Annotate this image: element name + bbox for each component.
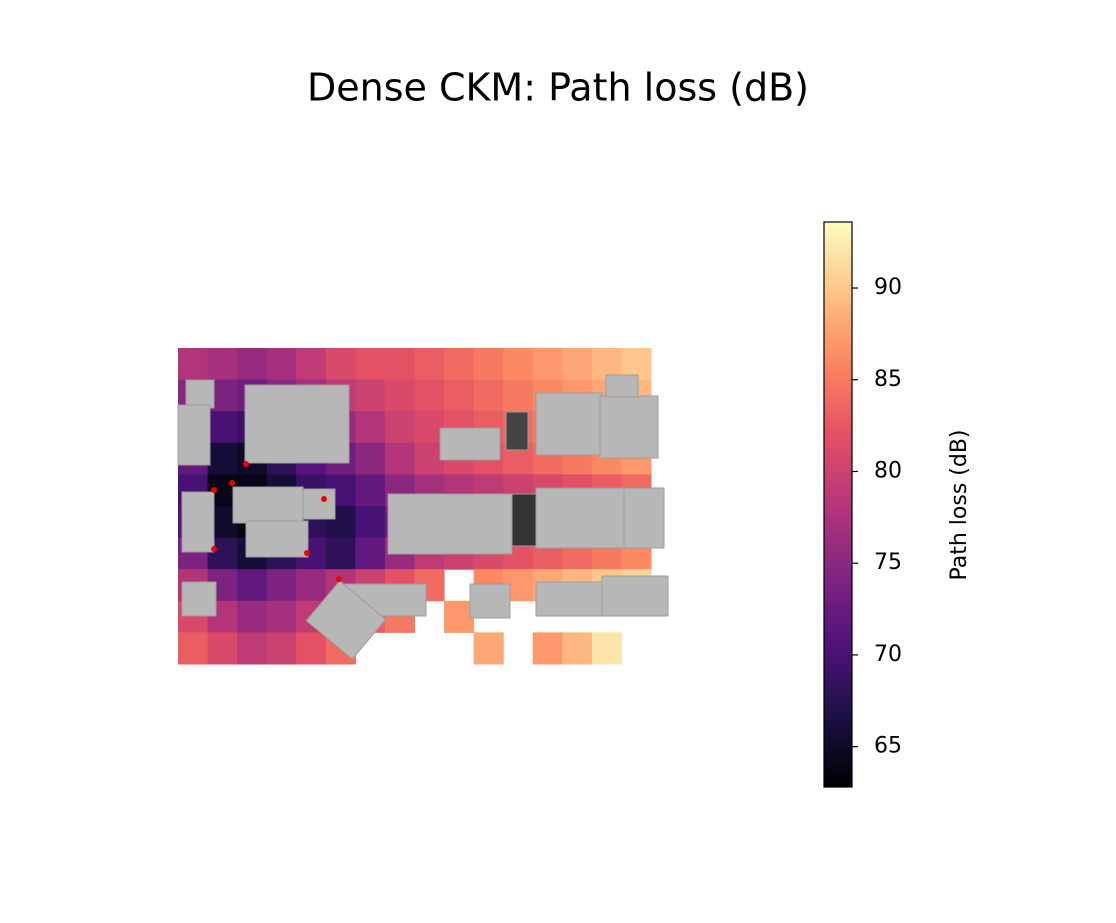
heat-cell [503, 379, 534, 412]
building [305, 580, 387, 660]
colorbar-tick-label: 70 [874, 642, 902, 667]
building [181, 491, 215, 553]
building [535, 581, 607, 617]
colorbar-tick-label: 65 [874, 734, 902, 759]
heat-cell [384, 411, 415, 444]
heat-cell [355, 411, 386, 444]
building [232, 486, 304, 524]
heat-cell [178, 348, 209, 381]
building [599, 395, 659, 459]
heat-cell [414, 348, 445, 381]
building [511, 493, 539, 547]
heat-cell [325, 348, 356, 381]
building [535, 487, 627, 549]
transmitter [304, 550, 310, 556]
heat-cell [591, 632, 622, 665]
heat-cell [296, 632, 327, 665]
heat-cell [266, 569, 297, 602]
heat-cell [562, 632, 593, 665]
colorbar-tick-label: 85 [874, 367, 902, 392]
heat-cell [237, 632, 268, 665]
building [623, 487, 665, 549]
heat-cell [237, 600, 268, 633]
heat-cell [503, 348, 534, 381]
building [601, 575, 669, 617]
building [605, 374, 639, 398]
heat-cell [355, 474, 386, 507]
transmitter [211, 546, 217, 552]
chart-title: Dense CKM: Path loss (dB) [307, 66, 809, 110]
heat-cell [207, 348, 238, 381]
heat-cell [237, 348, 268, 381]
heat-cell [207, 632, 238, 665]
heat-cell [473, 632, 504, 665]
colorbar-label: Path loss (dB) [947, 429, 972, 580]
buildings [177, 374, 669, 660]
heat-cell [355, 379, 386, 412]
heat-cell [562, 348, 593, 381]
heat-cell [266, 632, 297, 665]
heat-cell [444, 348, 475, 381]
heat-cell [296, 569, 327, 602]
heat-cell [237, 569, 268, 602]
heat-cell [355, 442, 386, 475]
building [302, 488, 336, 520]
heat-cell [355, 506, 386, 539]
transmitter [229, 480, 235, 486]
heat-cell [384, 379, 415, 412]
colorbar-tick-label: 80 [874, 458, 902, 483]
heat-cell [296, 348, 327, 381]
heat-cell [325, 537, 356, 570]
heat-cell [355, 537, 386, 570]
heat-cell [532, 632, 563, 665]
building [185, 379, 215, 409]
heat-cell [384, 442, 415, 475]
heat-cell [414, 379, 445, 412]
heat-cell [355, 348, 386, 381]
colorbar-tick-label: 90 [874, 275, 902, 300]
transmitter [211, 487, 217, 493]
colorbar-tick-label: 75 [874, 550, 902, 575]
heat-cell [178, 632, 209, 665]
building [535, 392, 603, 456]
building [469, 583, 511, 619]
transmitters [211, 461, 342, 582]
transmitter [336, 576, 342, 582]
heat-cell [266, 348, 297, 381]
building [439, 427, 501, 461]
heat-cell [473, 348, 504, 381]
heat-cell [444, 600, 475, 633]
building [244, 384, 350, 464]
heat-cell [207, 411, 238, 444]
building [181, 581, 217, 617]
heat-cell [444, 379, 475, 412]
transmitter [243, 461, 249, 467]
transmitter [321, 496, 327, 502]
building [245, 520, 309, 558]
heat-cell [532, 348, 563, 381]
building [177, 404, 211, 466]
heat-cell [207, 442, 238, 475]
heat-cell [384, 348, 415, 381]
heat-cell [266, 600, 297, 633]
heat-cell [473, 379, 504, 412]
building [387, 493, 513, 555]
building [505, 411, 529, 451]
colorbar [823, 221, 853, 788]
